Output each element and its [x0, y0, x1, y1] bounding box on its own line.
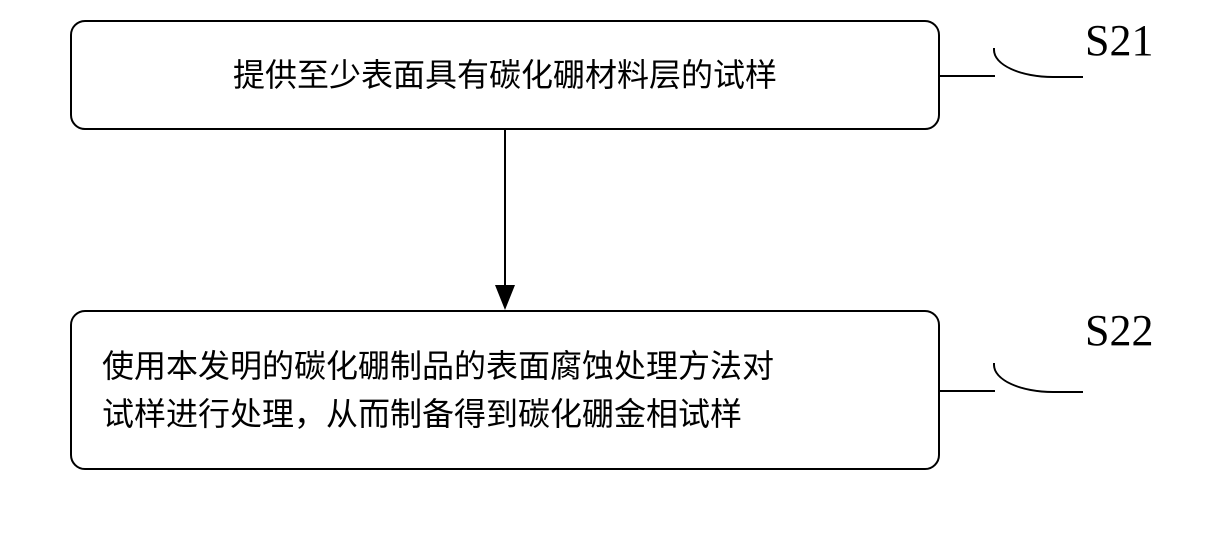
flowchart-step-1: 提供至少表面具有碳化硼材料层的试样	[70, 20, 940, 130]
step-2-text-line1: 使用本发明的碳化硼制品的表面腐蚀处理方法对	[102, 342, 774, 390]
connector-2-curve	[993, 363, 1083, 393]
connector-1-line	[940, 75, 995, 77]
step-1-label: S21	[1085, 15, 1153, 66]
arrow-head-icon	[495, 285, 515, 310]
step-2-text-line2: 试样进行处理，从而制备得到碳化硼金相试样	[102, 390, 742, 438]
connector-1-curve	[993, 48, 1083, 78]
flowchart-step-2: 使用本发明的碳化硼制品的表面腐蚀处理方法对 试样进行处理，从而制备得到碳化硼金相…	[70, 310, 940, 470]
step-2-label: S22	[1085, 305, 1153, 356]
connector-2-line	[940, 390, 995, 392]
arrow-shaft	[504, 130, 506, 290]
step-1-text: 提供至少表面具有碳化硼材料层的试样	[233, 51, 777, 99]
